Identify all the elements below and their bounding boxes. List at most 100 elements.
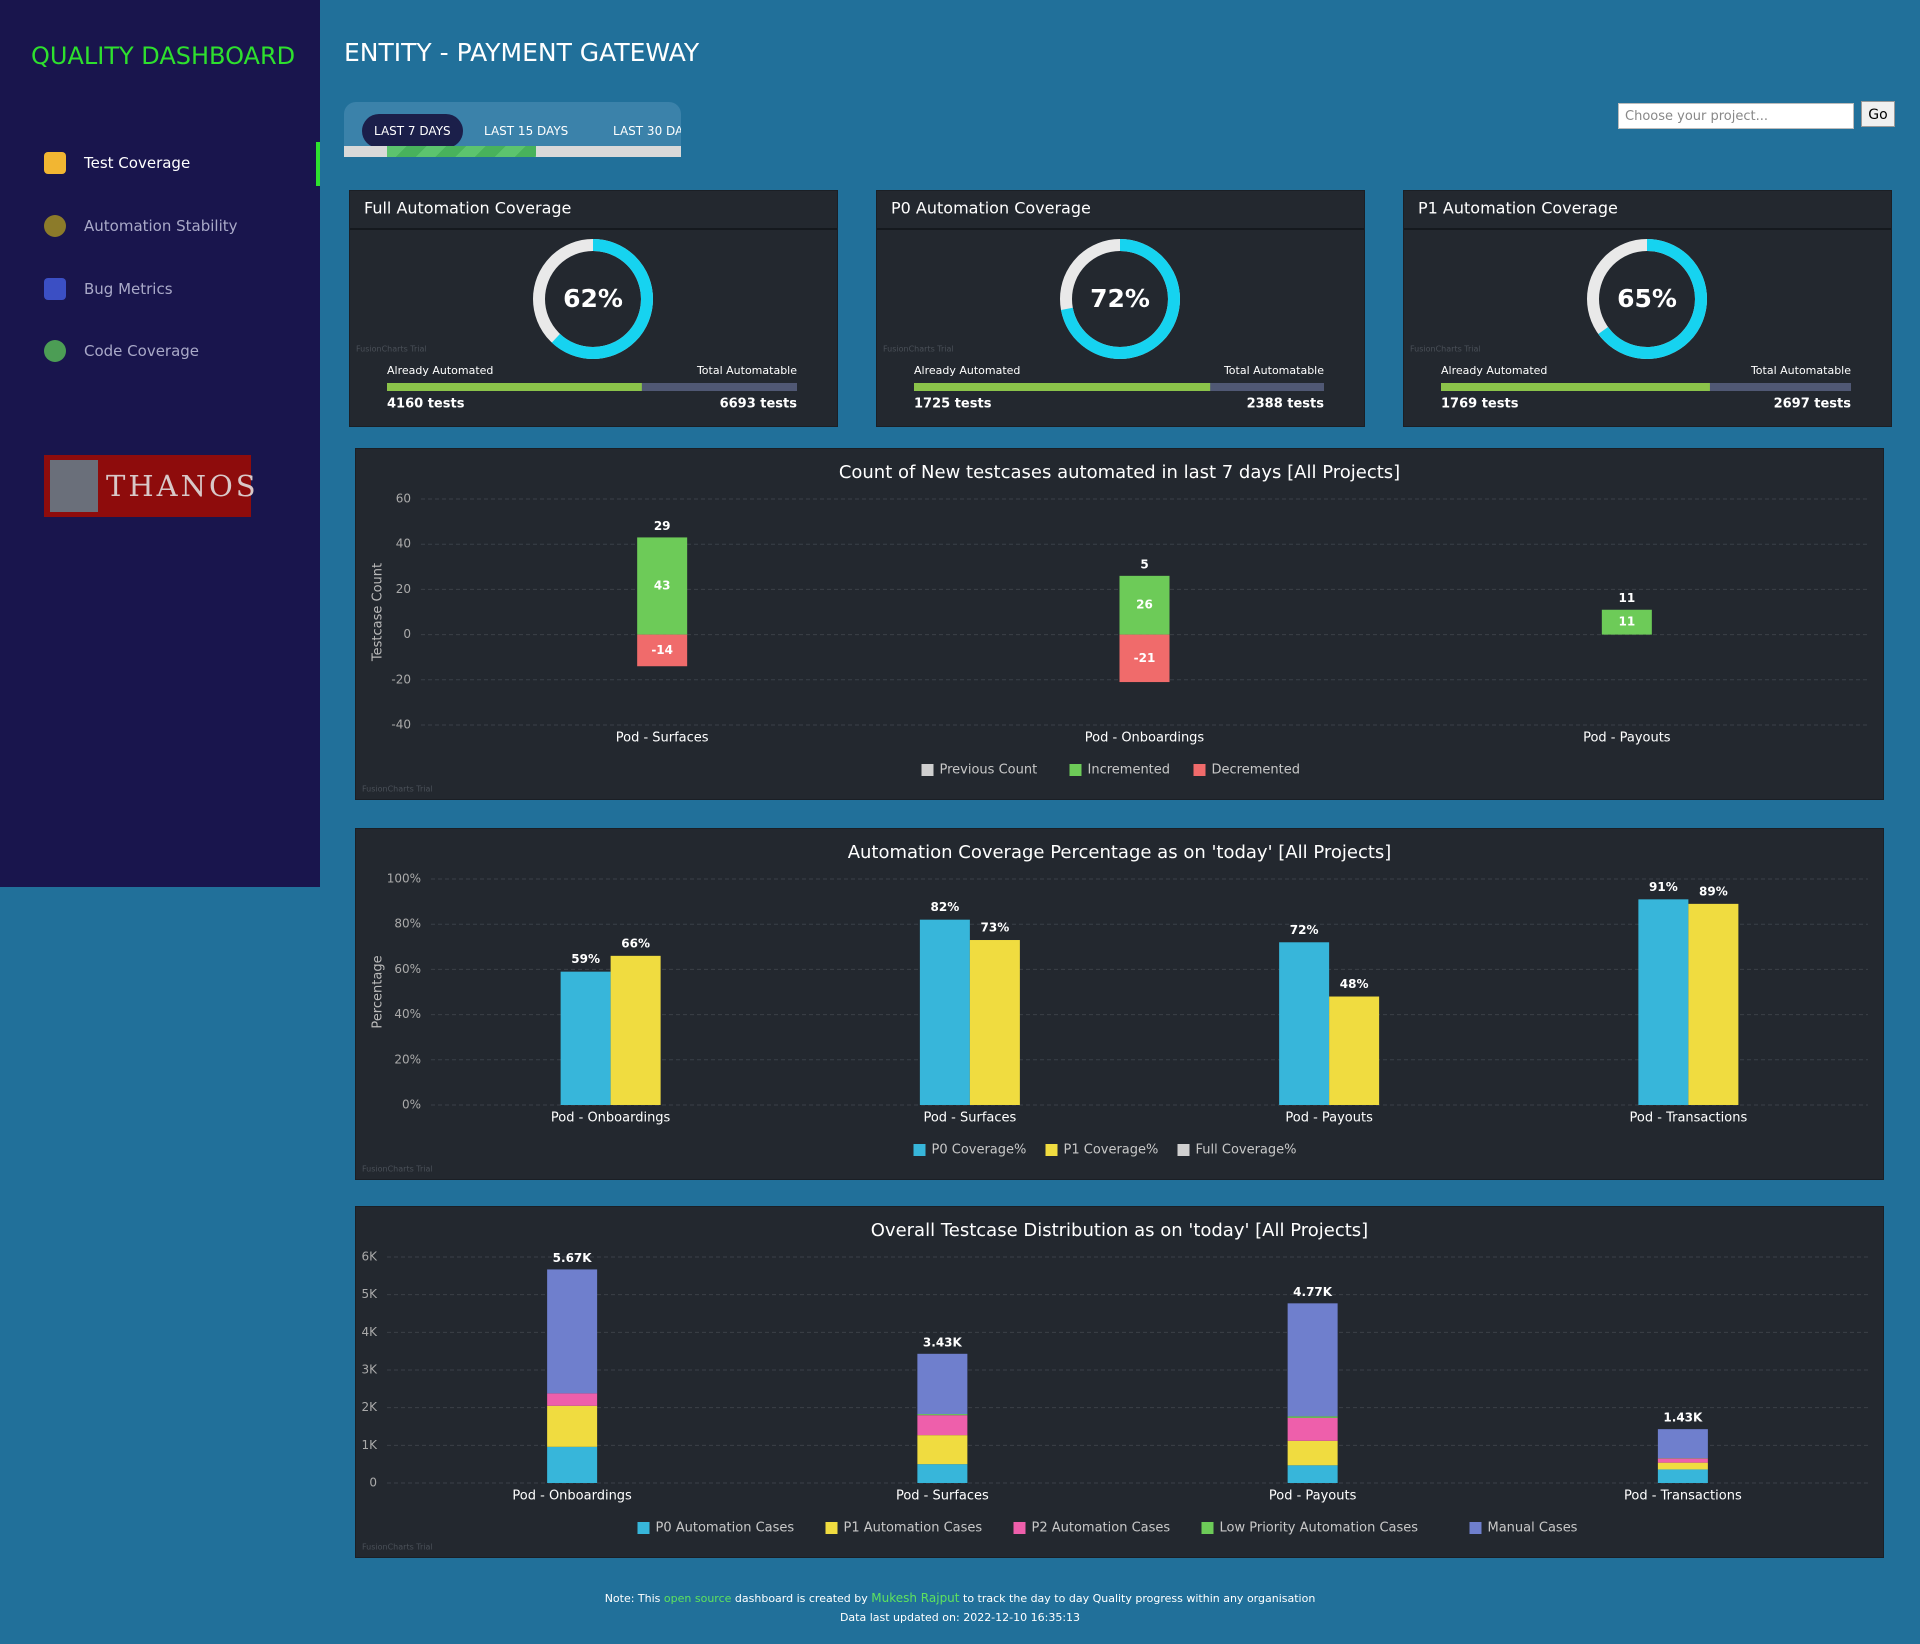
total-label: 1.43K <box>1663 1411 1703 1425</box>
y-tick-label: 20 <box>396 582 411 596</box>
legend-label: Low Priority Automation Cases <box>1220 1521 1419 1536</box>
x-tick-label: Pod - Payouts <box>1285 1111 1373 1126</box>
watermark: FusionCharts Trial <box>362 1165 433 1174</box>
tab-indicator <box>387 146 536 157</box>
gauge-title: Full Automation Coverage <box>364 199 571 218</box>
gauge-value: 62% <box>563 284 623 313</box>
total-label: 5 <box>1140 557 1148 571</box>
caption: Total Automatable <box>696 364 797 377</box>
gauge: P1 Automation Coverage 65% FusionCharts Tr… <box>1404 199 1891 412</box>
bar <box>919 919 970 1105</box>
y-tick-label: 1K <box>361 1438 378 1452</box>
progress-fill <box>914 383 1211 391</box>
project-search[interactable]: Choose your project... <box>1618 103 1854 129</box>
legend-swatch <box>921 764 934 776</box>
watermark: FusionCharts Trial <box>356 345 427 354</box>
tab[interactable]: LAST 7 DAYS <box>362 114 463 148</box>
legend-swatch <box>1069 764 1082 776</box>
legend-swatch <box>825 1522 838 1534</box>
x-tick-label: Pod - Payouts <box>1269 1489 1357 1504</box>
nav-item[interactable]: Automation Stability <box>84 217 238 235</box>
bar-segment <box>1657 1462 1708 1470</box>
y-tick-label: 60% <box>394 962 421 976</box>
count: 1769 tests <box>1441 397 1519 412</box>
y-tick-label: -20 <box>391 672 411 686</box>
legend-label: P1 Coverage% <box>1064 1143 1159 1158</box>
gauge-arc <box>533 239 653 359</box>
value-label: 91% <box>1649 880 1678 894</box>
count: 6693 tests <box>720 397 798 412</box>
total-label: 29 <box>654 519 671 533</box>
segment-label: -21 <box>1134 651 1156 665</box>
tab[interactable]: LAST 15 DAYS <box>484 124 569 138</box>
y-tick-label: -40 <box>391 718 411 732</box>
y-axis-title: Percentage <box>371 955 386 1028</box>
bar-segment <box>917 1415 968 1436</box>
y-tick-label: 2K <box>361 1400 378 1414</box>
x-tick-label: Pod - Surfaces <box>616 731 709 746</box>
bar <box>969 940 1020 1105</box>
gauge-card: P0 Automation Coverage 72% FusionCharts Tr… <box>876 190 1365 427</box>
go-button[interactable]: Go <box>1861 101 1895 127</box>
bar <box>560 971 611 1105</box>
nav-icon <box>44 278 66 300</box>
chart-panel: Count of New testcases automated in last… <box>355 448 1884 800</box>
footer-link[interactable]: open source <box>663 1592 732 1605</box>
gauge-card: P1 Automation Coverage 65% FusionCharts Tr… <box>1403 190 1892 427</box>
legend-swatch <box>1193 764 1206 776</box>
caption: Total Automatable <box>1750 364 1851 377</box>
footer-text: dashboard is created by <box>734 1592 868 1605</box>
legend-swatch <box>913 1144 926 1156</box>
nav-icon <box>44 152 66 174</box>
chart: Count of New testcases automated in last… <box>362 462 1868 794</box>
y-tick-label: 3K <box>361 1363 378 1377</box>
x-tick-label: Pod - Onboardings <box>1085 731 1205 746</box>
logo-text: THANOS <box>106 469 259 503</box>
bar <box>610 955 661 1105</box>
bar-segment <box>917 1435 968 1465</box>
count: 4160 tests <box>387 397 465 412</box>
count: 2388 tests <box>1247 397 1325 412</box>
segment-label: 11 <box>1618 615 1635 629</box>
bar-segment <box>1119 634 1170 683</box>
logo-image <box>50 460 98 512</box>
nav-item[interactable]: Bug Metrics <box>84 280 173 298</box>
caption: Already Automated <box>1441 364 1547 377</box>
chart-title: Count of New testcases automated in last… <box>839 462 1400 483</box>
bar-segment <box>637 537 688 635</box>
page-title: ENTITY - PAYMENT GATEWAY <box>344 38 700 67</box>
progress-fill <box>387 383 642 391</box>
gauge: P0 Automation Coverage 72% FusionCharts Tr… <box>877 199 1364 412</box>
bar-segment <box>1287 1440 1338 1466</box>
gauge-value: 72% <box>1090 284 1150 313</box>
nav-icon <box>44 215 66 237</box>
legend-label: Full Coverage% <box>1196 1143 1297 1158</box>
value-label: 66% <box>621 936 650 950</box>
bar-segment <box>1657 1458 1708 1463</box>
footer-text: to track the day to day Quality progress… <box>963 1592 1316 1605</box>
nav-icon <box>44 340 66 362</box>
y-tick-label: 40% <box>394 1007 421 1021</box>
bar <box>1279 942 1330 1105</box>
caption: Total Automatable <box>1223 364 1324 377</box>
footer-updated: Data last updated on: 2022-12-10 16:35:1… <box>839 1611 1081 1624</box>
nav-item[interactable]: Code Coverage <box>84 342 200 360</box>
value-label: 89% <box>1699 884 1728 898</box>
y-tick-label: 4K <box>361 1325 378 1339</box>
value-label: 59% <box>571 952 600 966</box>
footer-link[interactable]: Mukesh Rajput <box>871 1591 960 1605</box>
bar-segment <box>547 1405 598 1447</box>
bar-segment <box>1287 1465 1338 1483</box>
legend-swatch <box>1201 1522 1214 1534</box>
progress-fill <box>1441 383 1710 391</box>
bar-segment <box>1119 575 1170 635</box>
sidebar: QUALITY DASHBOARD Test Coverage Automati… <box>0 0 320 887</box>
x-tick-label: Pod - Transactions <box>1624 1489 1742 1504</box>
tab[interactable]: LAST 30 DAYS <box>613 124 681 138</box>
caption: Already Automated <box>387 364 493 377</box>
nav-item[interactable]: Test Coverage <box>84 154 191 172</box>
total-label: 4.77K <box>1293 1285 1333 1299</box>
watermark: FusionCharts Trial <box>362 1543 433 1552</box>
x-tick-label: Pod - Onboardings <box>512 1489 632 1504</box>
